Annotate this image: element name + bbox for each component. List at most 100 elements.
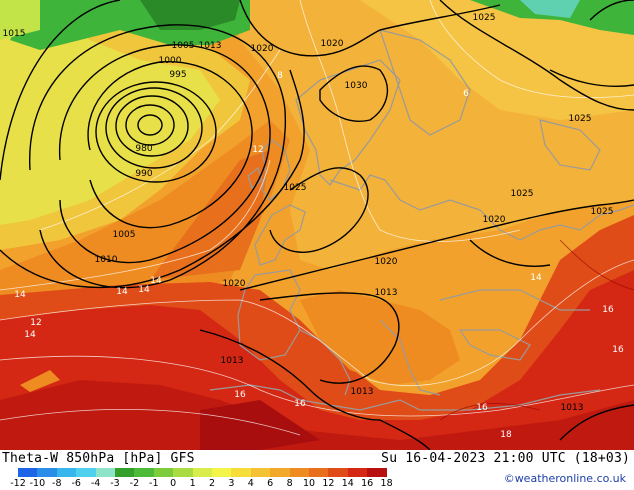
isobar-label: 1013 xyxy=(375,288,398,298)
isobar-label: 1020 xyxy=(321,39,344,49)
copyright-link[interactable]: ©weatheronline.co.uk xyxy=(503,472,626,485)
colorbar-swatch xyxy=(56,468,77,477)
theta-contour-label: 14 xyxy=(24,330,36,340)
field-maroon-med xyxy=(200,400,320,450)
patch-orange-atl xyxy=(20,370,60,392)
colorbar-swatch xyxy=(212,468,232,477)
theta-contour-label: 16 xyxy=(476,403,488,413)
isobar-label: 1025 xyxy=(511,189,534,199)
colorbar-tick-label: 16 xyxy=(361,478,374,489)
isobar-label: 990 xyxy=(135,169,152,179)
isobar-label: 1025 xyxy=(284,183,307,193)
colorbar-swatch xyxy=(328,468,348,477)
map-canvas: 1005 1013 1020 1000 995 1020 1025 1030 1025 980 99… xyxy=(0,0,634,450)
colorbar-swatch xyxy=(173,468,193,477)
field-crimson-south xyxy=(0,380,634,450)
colorbar-tick-label: -4 xyxy=(90,478,101,489)
isobar-label: 1013 xyxy=(351,387,374,397)
colorbar-swatch xyxy=(115,468,135,477)
colorbar-swatch xyxy=(309,468,329,477)
colorbar-swatch xyxy=(76,468,96,477)
colorbar-swatch xyxy=(367,468,387,477)
isobar-label: 1020 xyxy=(223,279,246,289)
colorbar-swatch xyxy=(289,468,309,477)
patch-orange-balkan xyxy=(300,290,460,385)
coastlines xyxy=(209,29,634,411)
colorbar-swatch xyxy=(153,468,174,477)
isobar-label: 1020 xyxy=(483,215,506,225)
isobar-label: 1020 xyxy=(251,44,274,54)
field-yellow-orange-ne xyxy=(360,0,634,120)
colorbar-swatch xyxy=(18,468,38,477)
colorbar-swatch xyxy=(250,468,271,477)
theta-contour-label: 14 xyxy=(116,287,128,297)
colorbar-tick-label: 8 xyxy=(286,478,293,489)
colorbar-swatch xyxy=(95,468,115,477)
valid-time: Su 16-04-2023 21:00 UTC (18+03) xyxy=(381,451,630,466)
theta-contour-label: 14 xyxy=(14,290,26,300)
theta-contour-label: 16 xyxy=(234,390,246,400)
highlight-contours xyxy=(439,239,634,421)
theta-contour-label: 18 xyxy=(500,430,512,440)
colorbar-swatch xyxy=(37,468,57,477)
map-title: Theta-W 850hPa [hPa] GFS xyxy=(2,451,195,466)
isobar-label: 1015 xyxy=(3,29,26,39)
theta-contour-label: 16 xyxy=(294,399,306,409)
colorbar-tick-label: 10 xyxy=(302,478,316,489)
colorbar-swatch xyxy=(231,468,251,477)
colorbar-tick-label: 1 xyxy=(189,478,196,489)
isobars xyxy=(0,0,634,450)
colorbar-tick-label: 2 xyxy=(208,478,216,489)
field-lime-nw xyxy=(0,0,40,40)
isobar-label: 995 xyxy=(169,70,186,80)
field-darkgreen-nw xyxy=(140,0,240,30)
isobar-label: 1020 xyxy=(375,257,398,267)
isobar-label: 980 xyxy=(135,144,152,154)
colorbar-tick-label: -8 xyxy=(52,478,62,489)
colorbar-swatch xyxy=(134,468,154,477)
colorbar-tick-label: 3 xyxy=(228,478,235,489)
isobar-label: 1013 xyxy=(561,403,584,413)
theta-contour-label: 14 xyxy=(138,285,150,295)
colorbar-swatch xyxy=(192,468,212,477)
theta-contour-label: 14 xyxy=(150,276,162,286)
colorbar-tick-label: 12 xyxy=(322,478,335,489)
isobar-label: 1025 xyxy=(569,114,592,124)
isobar-label: 1010 xyxy=(95,255,118,265)
theta-contour-label: 14 xyxy=(530,273,542,283)
isobar-label: 1025 xyxy=(473,13,496,23)
field-green-ne xyxy=(470,0,634,35)
colorbar-swatch xyxy=(270,468,290,477)
color-scale-legend: -12 -10 -8 -6 -4 -3 -2 -1 0 1 2 3 4 6 8 10 12 14 16 18 xyxy=(10,468,404,490)
isobar-label: 1005 xyxy=(172,41,195,51)
theta-contour-label: 16 xyxy=(612,345,624,355)
isobar-label: 1000 xyxy=(159,56,182,66)
field-deep-orange-tongue xyxy=(150,150,270,280)
isobar-label: 1025 xyxy=(591,207,614,217)
theta-contour-label: 12 xyxy=(30,318,41,328)
colorbar-tick-label: 14 xyxy=(341,478,354,489)
colorbar-tick-label: -2 xyxy=(129,478,140,489)
weather-map: 1005 1013 1020 1000 995 1020 1025 1030 1025 980 99… xyxy=(0,0,634,450)
isobar-label: 1005 xyxy=(113,230,136,240)
colorbar-tick-label: -6 xyxy=(71,478,81,489)
theta-contour-label: 6 xyxy=(463,89,469,99)
colorbar-tick-label: -10 xyxy=(29,478,46,489)
pressure-labels: 1005 1013 1020 1000 995 1020 1025 1030 1025 980 99… xyxy=(3,13,614,413)
theta-contour-label: 12 xyxy=(252,145,263,155)
colorbar-tick-label: 18 xyxy=(380,478,393,489)
theta-contour-label: 16 xyxy=(602,305,614,315)
isobar-label: 1013 xyxy=(221,356,244,366)
colorbar-tick-label: 6 xyxy=(267,478,274,489)
colorbar-tick-label: 0 xyxy=(170,478,177,489)
field-cyan-ne xyxy=(520,0,580,18)
colorbar-tick-label: 4 xyxy=(247,478,254,489)
colorbar-tick-label: -12 xyxy=(10,478,26,489)
theta-contour-label: 8 xyxy=(277,71,283,81)
isobar-label: 1013 xyxy=(199,41,222,51)
isobar-label: 1030 xyxy=(345,81,368,91)
colorbar-swatch xyxy=(347,468,368,477)
colorbar-tick-label: -3 xyxy=(110,478,120,489)
colorbar-tick-label: -1 xyxy=(149,478,159,489)
